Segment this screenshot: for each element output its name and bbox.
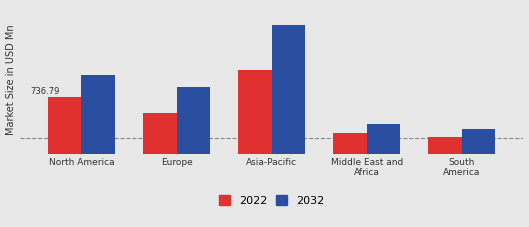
Legend: 2022, 2032: 2022, 2032 — [214, 191, 329, 210]
Bar — [177, 87, 210, 154]
Bar — [367, 123, 400, 154]
Text: 736.79: 736.79 — [30, 87, 60, 96]
Bar — [333, 133, 367, 154]
Bar — [143, 113, 177, 154]
Bar — [271, 25, 305, 154]
Y-axis label: Market Size in USD Mn: Market Size in USD Mn — [6, 24, 15, 135]
Bar — [48, 97, 81, 154]
Bar — [81, 75, 115, 154]
Bar — [239, 70, 271, 154]
Bar — [428, 137, 462, 154]
Bar — [462, 129, 495, 154]
